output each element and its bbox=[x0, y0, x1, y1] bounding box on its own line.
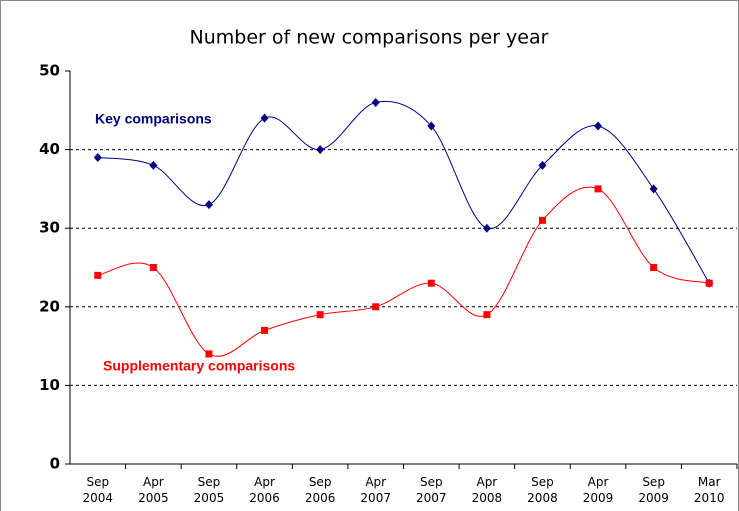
x-tick-label-line: Mar bbox=[698, 475, 721, 489]
x-tick-label-line: Apr bbox=[588, 475, 609, 489]
x-tick-label-line: Apr bbox=[143, 475, 164, 489]
point-marker bbox=[316, 311, 324, 319]
x-tick-label-line: 2007 bbox=[360, 491, 391, 505]
point-marker bbox=[371, 97, 380, 107]
point-marker bbox=[594, 121, 603, 131]
point-marker bbox=[372, 303, 380, 311]
point-marker bbox=[149, 160, 158, 170]
point-marker bbox=[649, 184, 658, 194]
x-tick-label-line: Sep bbox=[86, 475, 109, 489]
x-tick-label: Sep 2005 bbox=[194, 475, 225, 505]
x-tick-label-line: 2009 bbox=[638, 491, 669, 505]
series-line bbox=[97, 186, 710, 357]
point-marker bbox=[538, 160, 547, 170]
point-marker bbox=[94, 271, 102, 279]
point-marker bbox=[483, 311, 491, 319]
y-tick-label: 20 bbox=[39, 297, 60, 315]
x-tick-label-line: Sep bbox=[642, 475, 665, 489]
x-tick-label-line: 2006 bbox=[249, 491, 280, 505]
x-tick-label-line: Apr bbox=[254, 475, 275, 489]
x-tick-label-line: 2006 bbox=[305, 491, 336, 505]
point-marker bbox=[705, 279, 713, 287]
x-tick-label-line: 2005 bbox=[138, 491, 169, 505]
x-tick-label-line: 2004 bbox=[83, 491, 114, 505]
point-marker bbox=[93, 152, 102, 162]
y-tick-label: 10 bbox=[39, 376, 60, 394]
x-tick-label: Apr 2008 bbox=[472, 475, 503, 505]
x-tick-label-line: 2009 bbox=[583, 491, 614, 505]
x-tick-label-line: Sep bbox=[309, 475, 332, 489]
y-tick-label: 40 bbox=[39, 140, 60, 158]
point-marker bbox=[538, 216, 546, 224]
x-tick-label-line: 2008 bbox=[527, 491, 558, 505]
series-label: Supplementary comparisons bbox=[103, 358, 295, 374]
x-tick-label: Apr 2006 bbox=[249, 475, 280, 505]
x-tick-label-line: 2007 bbox=[416, 491, 447, 505]
y-tick-label: 50 bbox=[39, 62, 60, 80]
x-tick-label-line: 2005 bbox=[194, 491, 225, 505]
y-tick-label: 30 bbox=[39, 219, 60, 237]
x-tick-label-line: Sep bbox=[420, 475, 443, 489]
x-tick-label-line: Apr bbox=[365, 475, 386, 489]
point-marker bbox=[261, 326, 269, 334]
point-marker bbox=[205, 350, 213, 358]
x-tick-label-line: Sep bbox=[531, 475, 554, 489]
y-tick-label: 0 bbox=[50, 455, 60, 473]
x-tick-label: Sep 2004 bbox=[83, 475, 114, 505]
x-tick-label-line: 2008 bbox=[472, 491, 503, 505]
series-label: Key comparisons bbox=[95, 111, 212, 127]
x-tick-label-line: Sep bbox=[198, 475, 221, 489]
point-marker bbox=[594, 185, 602, 193]
point-marker bbox=[204, 200, 213, 210]
x-tick-label: Sep 2008 bbox=[527, 475, 558, 505]
point-marker bbox=[427, 121, 436, 131]
point-marker bbox=[482, 223, 491, 233]
x-tick-label: Apr 2007 bbox=[360, 475, 391, 505]
x-tick-label-line: Apr bbox=[476, 475, 497, 489]
point-marker bbox=[650, 264, 658, 271]
point-marker bbox=[427, 279, 435, 287]
x-tick-label: Mar 2010 bbox=[694, 475, 725, 505]
x-tick-label: Apr 2005 bbox=[138, 475, 169, 505]
x-tick-label: Sep 2007 bbox=[416, 475, 447, 505]
point-marker bbox=[260, 113, 269, 123]
x-tick-label-line: 2010 bbox=[694, 491, 725, 505]
point-marker bbox=[149, 264, 157, 271]
point-marker bbox=[316, 145, 325, 155]
x-tick-label: Sep 2006 bbox=[305, 475, 336, 505]
x-tick-label: Apr 2009 bbox=[583, 475, 614, 505]
chart-title: Number of new comparisons per year bbox=[190, 27, 549, 49]
x-tick-label: Sep 2009 bbox=[638, 475, 669, 505]
